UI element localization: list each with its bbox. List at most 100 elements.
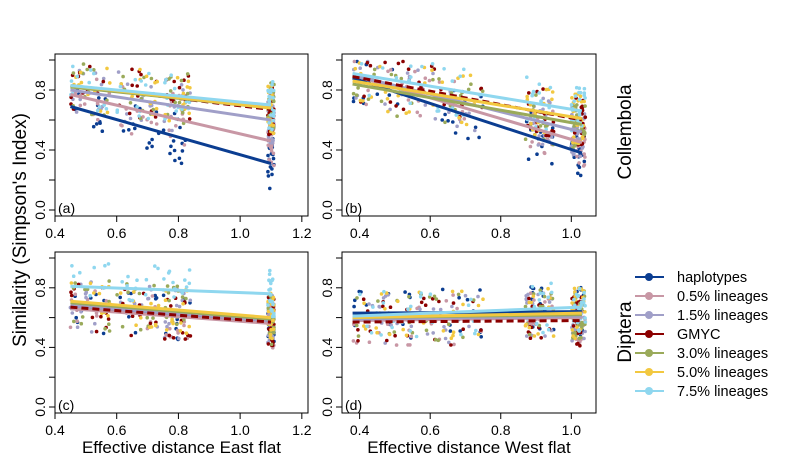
data-point-gmyc	[423, 303, 428, 308]
data-point-lin15	[147, 284, 152, 289]
data-point-lin75	[184, 285, 189, 289]
data-point-gmyc	[183, 337, 188, 341]
data-point-lin05	[386, 69, 390, 74]
data-point-lin75	[582, 290, 586, 295]
data-point-lin75	[266, 303, 270, 307]
data-point-lin75	[187, 281, 192, 286]
data-point-lin15	[572, 152, 576, 156]
data-point-gmyc	[383, 60, 387, 65]
data-point-lin05	[415, 306, 419, 311]
data-point-lin30	[431, 77, 435, 82]
legend-marker	[645, 311, 653, 319]
data-point-lin75	[577, 329, 581, 333]
data-point-lin75	[548, 85, 553, 90]
data-point-haplotypes	[446, 119, 450, 123]
data-point-lin30	[81, 62, 86, 66]
data-point-lin30	[272, 99, 276, 104]
data-point-lin50	[481, 297, 485, 302]
data-point-lin50	[153, 80, 157, 85]
data-point-lin05	[271, 151, 276, 156]
data-point-lin75	[271, 114, 276, 118]
data-point-lin75	[266, 89, 271, 94]
data-point-lin75	[172, 295, 176, 299]
data-point-lin50	[105, 66, 109, 71]
data-point-haplotypes	[465, 297, 470, 302]
data-point-lin30	[107, 322, 111, 327]
data-point-lin75	[474, 328, 478, 333]
data-point-lin50	[459, 120, 464, 125]
data-point-gmyc	[394, 104, 398, 108]
data-point-lin30	[73, 281, 77, 285]
row-label-collembola: Collembola	[615, 84, 636, 179]
data-point-lin30	[356, 86, 360, 90]
data-point-gmyc	[385, 338, 389, 343]
data-point-lin75	[71, 274, 76, 279]
data-point-gmyc	[381, 304, 385, 309]
data-point-lin30	[480, 89, 485, 93]
data-point-lin50	[184, 331, 189, 336]
data-point-lin15	[125, 82, 130, 86]
data-point-lin50	[134, 323, 138, 328]
data-point-gmyc	[449, 343, 453, 347]
data-point-gmyc	[139, 72, 143, 77]
data-point-gmyc	[88, 64, 92, 69]
data-point-lin05	[82, 102, 87, 106]
data-point-lin75	[270, 80, 275, 84]
data-point-lin75	[270, 277, 275, 282]
data-point-gmyc	[127, 111, 132, 116]
data-point-lin15	[438, 307, 443, 312]
data-point-lin50	[271, 123, 276, 128]
data-point-lin75	[147, 71, 151, 76]
data-point-lin15	[128, 116, 133, 121]
data-point-lin75	[118, 84, 123, 89]
data-point-lin75	[267, 288, 271, 292]
data-point-lin30	[572, 124, 576, 128]
data-point-gmyc	[544, 133, 548, 138]
data-point-gmyc	[539, 336, 543, 340]
legend-item-lin15: 1.5% lineages	[635, 308, 768, 324]
data-point-lin75	[88, 293, 92, 298]
data-point-lin50	[271, 327, 276, 332]
data-point-lin15	[99, 82, 104, 87]
data-point-lin50	[457, 115, 461, 120]
data-point-haplotypes	[577, 165, 582, 170]
legend-label: GMYC	[677, 327, 721, 343]
legend-item-lin05: 0.5% lineages	[635, 289, 768, 305]
data-point-lin15	[583, 329, 587, 334]
data-point-lin30	[538, 124, 543, 128]
data-point-lin75	[267, 98, 272, 103]
data-point-haplotypes	[268, 165, 273, 169]
data-point-lin50	[404, 333, 409, 338]
data-point-lin75	[184, 99, 189, 104]
data-point-lin50	[525, 94, 529, 99]
data-point-lin15	[576, 136, 580, 141]
y-tick-label: 0.0	[319, 397, 335, 417]
data-point-lin75	[572, 99, 576, 103]
legend: haplotypes 0.5% lineages 1.5% lineages GMYC…	[635, 270, 768, 400]
data-point-lin75	[408, 101, 413, 106]
scatter-points	[69, 62, 276, 191]
data-point-lin75	[187, 100, 192, 105]
data-point-lin05	[444, 299, 449, 303]
data-point-lin50	[527, 325, 532, 330]
data-point-lin30	[537, 323, 542, 328]
data-point-lin75	[414, 334, 419, 339]
x-tick-label: 0.4	[350, 422, 370, 438]
data-point-lin15	[541, 96, 545, 101]
data-point-lin30	[456, 292, 461, 297]
data-point-lin15	[125, 112, 129, 116]
data-point-lin15	[423, 103, 428, 107]
data-point-lin75	[133, 77, 138, 82]
data-point-lin15	[170, 128, 174, 133]
data-point-lin75	[369, 331, 374, 335]
data-point-lin50	[271, 318, 275, 323]
data-point-lin50	[404, 111, 409, 115]
data-point-lin75	[530, 284, 535, 289]
data-point-lin50	[132, 290, 136, 294]
data-point-haplotypes	[266, 153, 270, 158]
data-point-lin75	[270, 83, 274, 87]
data-point-lin30	[92, 68, 96, 72]
legend-marker	[645, 273, 653, 281]
data-point-lin50	[572, 286, 577, 291]
